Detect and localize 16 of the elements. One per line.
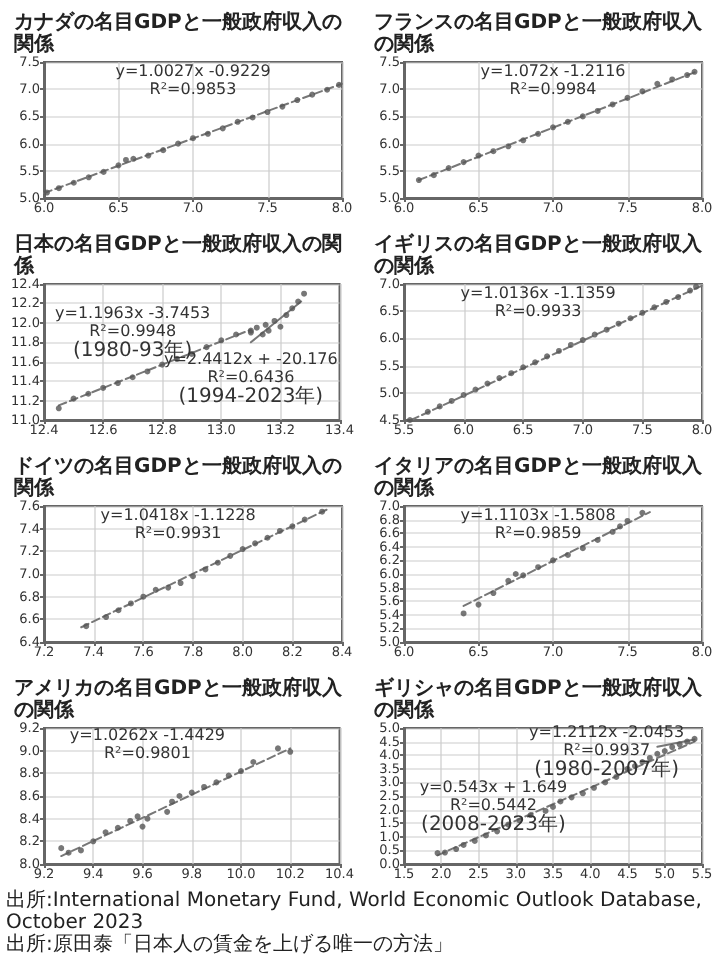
annotation: y=1.0027x -0.9229 R²=0.9853 <box>115 61 271 98</box>
chart-title: イタリアの名目GDPと一般政府収入の関係 <box>374 454 704 500</box>
chart-title: ドイツの名目GDPと一般政府収入の関係 <box>14 454 342 500</box>
annotation: y=1.0418x -1.1228 R²=0.9931 <box>100 505 256 542</box>
chart-title: カナダの名目GDPと一般政府収入の関係 <box>14 10 342 56</box>
chart-title: アメリカの名目GDPと一般政府収入の関係 <box>14 676 344 722</box>
annotation: y=1.072x -1.2116 R²=0.9984 <box>480 61 626 98</box>
chart-title: イギリスの名目GDPと一般政府収入の関係 <box>374 232 704 278</box>
chart-title: ギリシャの名目GDPと一般政府収入の関係 <box>374 676 704 722</box>
annotation: y=1.0262x -1.4429 R²=0.9801 <box>69 726 226 763</box>
chart-title: フランスの名目GDPと一般政府収入の関係 <box>374 10 704 56</box>
text: 出所:International Monetary Fund, World Economic Outlook Database, October 2023 <box>6 890 704 934</box>
annotation: y=1.0136x -1.1359 R²=0.9933 <box>460 283 616 320</box>
chart-title: 日本の名目GDPと一般政府収入の関係 <box>12 232 342 278</box>
annotation: y=1.1103x -1.5808 R²=0.9859 <box>460 505 616 542</box>
text: 出所:原田泰「日本人の賃金を上げる唯一の方法」 <box>6 934 455 956</box>
